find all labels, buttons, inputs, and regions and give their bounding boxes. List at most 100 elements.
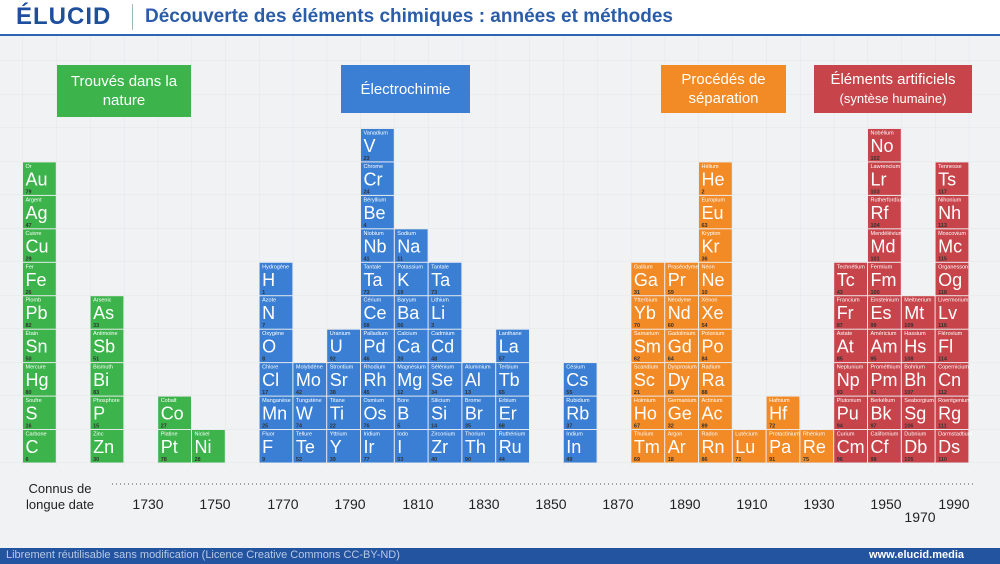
- axis-tick-label: 1750: [199, 496, 230, 512]
- element-name: Ruthénium: [499, 432, 526, 438]
- element-name: Samarium: [634, 331, 659, 337]
- element-symbol: Na: [397, 236, 421, 256]
- element-tile: [834, 363, 867, 396]
- element-name: Sélénium: [431, 365, 454, 371]
- element-symbol: Sn: [26, 337, 48, 357]
- element-name: Hydrogène: [262, 264, 289, 270]
- element-name: Silicium: [431, 398, 450, 404]
- element-tile: [901, 396, 935, 430]
- element-name: Dubnium: [904, 432, 926, 438]
- element-symbol: Au: [26, 169, 48, 189]
- group-header: Trouvés dans la nature: [57, 65, 191, 117]
- element-name: Actinium: [702, 398, 724, 404]
- element-tile: [699, 396, 732, 430]
- element-symbol: Hf: [769, 404, 788, 424]
- element-name: Lanthane: [499, 331, 522, 337]
- element-tile: [631, 262, 665, 296]
- element-symbol: Am: [871, 337, 898, 357]
- element-tile: [868, 329, 901, 363]
- element-number: 36: [702, 256, 708, 262]
- element-tile: [259, 363, 293, 396]
- element-symbol: Ac: [702, 404, 723, 424]
- element-tile: [631, 363, 665, 396]
- element-symbol: Sm: [634, 337, 661, 357]
- element-tile: [901, 329, 935, 363]
- element-tile: [935, 296, 969, 329]
- element-tile: [834, 262, 867, 296]
- element-number: 32: [668, 424, 674, 430]
- element-symbol: Cs: [566, 370, 588, 390]
- element-symbol: Be: [364, 203, 386, 223]
- element-symbol: Te: [296, 437, 315, 457]
- element-number: 20: [397, 357, 403, 363]
- element-tile: [631, 396, 665, 430]
- element-number: 74: [296, 424, 303, 430]
- element-name: Plutonium: [837, 398, 862, 404]
- element-tile: [23, 162, 56, 195]
- element-number: 115: [938, 256, 947, 262]
- element-tile: [699, 296, 732, 329]
- element-symbol: In: [566, 437, 581, 457]
- element-tile: [631, 296, 665, 329]
- element-symbol: Kr: [702, 236, 720, 256]
- element-tile: [563, 430, 597, 463]
- element-symbol: Bh: [904, 370, 926, 390]
- element-number: 65: [499, 390, 505, 396]
- element-tile: [935, 162, 969, 195]
- element-symbol: Ds: [938, 437, 960, 457]
- element-name: Rubidium: [566, 398, 590, 404]
- title: Découverte des éléments chimiques : anné…: [145, 6, 673, 27]
- element-tile: [361, 229, 394, 262]
- element-name: Nobélium: [871, 130, 895, 136]
- element-symbol: K: [397, 270, 409, 290]
- element-symbol: Mg: [397, 370, 422, 390]
- group-subtitle: (syntèse humaine): [839, 91, 947, 106]
- element-number: 35: [465, 424, 471, 430]
- element-name: Holmium: [634, 398, 656, 404]
- element-symbol: Fl: [938, 337, 953, 357]
- element-symbol: Nb: [364, 236, 387, 256]
- element-symbol: La: [499, 337, 520, 357]
- element-tile: [631, 430, 665, 463]
- element-number: 114: [938, 357, 948, 363]
- element-symbol: F: [262, 437, 273, 457]
- element-number: 78: [161, 457, 167, 463]
- element-tile: [935, 396, 969, 430]
- element-tile: [428, 262, 462, 296]
- element-symbol: Li: [431, 303, 445, 323]
- element-number: 105: [904, 457, 913, 463]
- element-number: 112: [938, 390, 947, 396]
- element-number: 56: [397, 323, 403, 329]
- element-number: 98: [871, 457, 877, 463]
- element-tile: [394, 396, 428, 430]
- element-symbol: B: [397, 404, 409, 424]
- element-tile: [90, 430, 124, 463]
- element-number: 73: [431, 290, 437, 296]
- element-tile: [192, 430, 225, 463]
- element-symbol: Pd: [364, 337, 386, 357]
- element-symbol: S: [26, 404, 38, 424]
- axis-tick-label: 1790: [334, 496, 365, 512]
- element-name: Chrome: [364, 164, 384, 170]
- element-symbol: Si: [431, 404, 447, 424]
- element-symbol: Lu: [735, 437, 755, 457]
- element-symbol: Rg: [938, 404, 961, 424]
- element-number: 46: [364, 357, 370, 363]
- element-tile: [23, 363, 56, 396]
- element-number: 68: [499, 424, 505, 430]
- element-name: Fer: [26, 264, 34, 270]
- element-name: Béryllium: [364, 197, 387, 203]
- element-number: 33: [93, 323, 99, 329]
- element-name: Uranium: [330, 331, 351, 337]
- site-link[interactable]: www.elucid.media: [869, 549, 964, 561]
- element-tile: [23, 229, 56, 262]
- element-number: 91: [769, 457, 775, 463]
- element-tile: [665, 329, 698, 363]
- element-symbol: Ta: [364, 270, 384, 290]
- element-name: Argon: [668, 432, 683, 438]
- element-name: Mendélévium: [871, 231, 904, 237]
- element-name: Cuivre: [26, 231, 42, 237]
- element-symbol: Ar: [668, 437, 686, 457]
- element-number: 110: [938, 457, 947, 463]
- element-symbol: Rb: [566, 404, 589, 424]
